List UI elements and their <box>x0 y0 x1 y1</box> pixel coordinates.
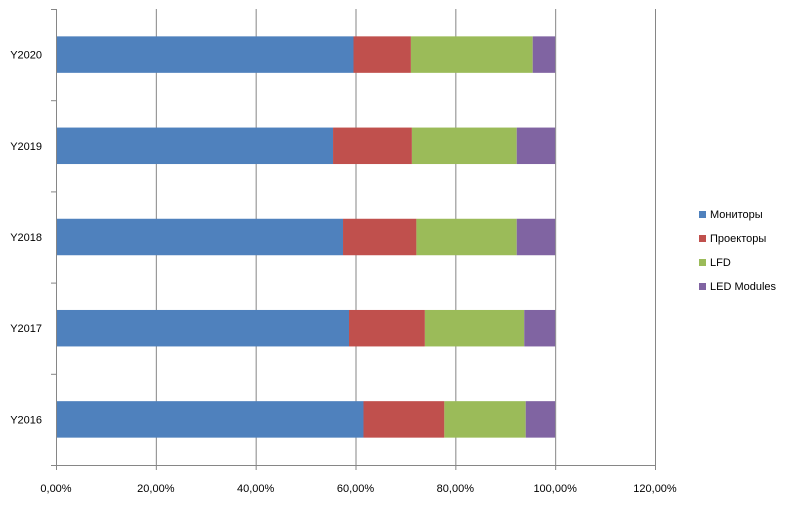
x-tick-label-20: 20,00% <box>137 483 175 495</box>
legend-swatch-0 <box>699 211 706 218</box>
y-tick-label-y2020: Y2020 <box>10 50 42 62</box>
bar-y2020-series-0 <box>56 36 354 73</box>
x-axis: 0,00% 20,00% 40,00% 60,00% 80,00% 100,00% 120,… <box>40 465 677 495</box>
bar-y2017-series-2 <box>424 309 525 347</box>
bar-y2019-series-1 <box>333 127 412 165</box>
legend: Мониторы Проекторы LFD LED Modules <box>699 209 777 293</box>
y-axis: Y2020 Y2019 Y2018 Y2017 Y2016 <box>10 9 57 466</box>
x-tick-label-0: 0,00% <box>40 483 71 495</box>
legend-swatch-2 <box>699 259 706 266</box>
x-tick-label-60: 60,00% <box>337 483 375 495</box>
bar-y2019-series-2 <box>411 127 517 165</box>
legend-label-1: Проекторы <box>710 233 766 245</box>
bar-y2019-series-0 <box>56 127 334 165</box>
bar-y2017-series-1 <box>349 309 425 347</box>
bar-y2020-series-2 <box>410 36 533 73</box>
x-tick-label-40: 40,00% <box>237 483 275 495</box>
x-tick-label-120: 120,00% <box>633 483 677 495</box>
bar-y2016-series-1 <box>363 401 445 438</box>
bar-y2018-series-3 <box>516 218 556 256</box>
legend-label-3: LED Modules <box>710 281 777 293</box>
bar-y2019-series-3 <box>516 127 556 165</box>
y-tick-label-y2016: Y2016 <box>10 414 42 426</box>
bar-y2016-series-3 <box>525 401 556 438</box>
y-tick-label-y2019: Y2019 <box>10 141 42 153</box>
bar-y2017-series-0 <box>56 309 350 347</box>
bar-y2020-series-3 <box>532 36 556 73</box>
y-tick-label-y2017: Y2017 <box>10 323 42 335</box>
bar-y2018-series-2 <box>416 218 517 256</box>
legend-label-0: Мониторы <box>710 209 763 221</box>
bar-y2020-series-1 <box>353 36 411 73</box>
y-tick-label-y2018: Y2018 <box>10 232 42 244</box>
legend-label-2: LFD <box>710 257 731 269</box>
bar-y2017-series-3 <box>524 309 556 347</box>
bars <box>56 36 556 438</box>
x-tick-label-80: 80,00% <box>437 483 475 495</box>
bar-y2016-series-2 <box>444 401 526 438</box>
bar-y2016-series-0 <box>56 401 364 438</box>
x-tick-label-100: 100,00% <box>533 483 577 495</box>
bar-y2018-series-0 <box>56 218 344 256</box>
legend-swatch-1 <box>699 235 706 242</box>
legend-swatch-3 <box>699 283 706 290</box>
bar-y2018-series-1 <box>343 218 417 256</box>
